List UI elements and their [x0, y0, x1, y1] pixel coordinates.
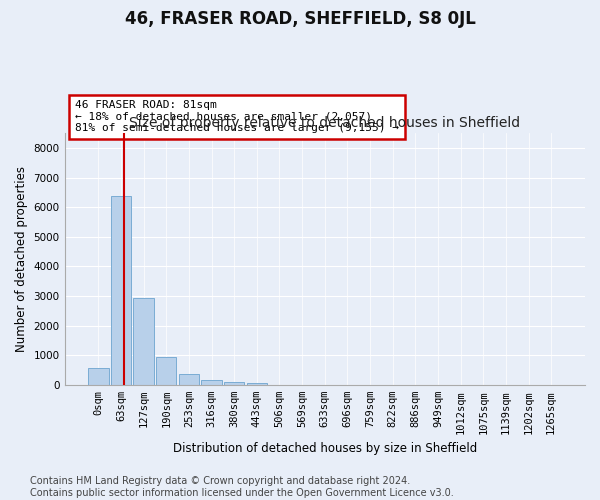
Bar: [179, 374, 199, 385]
Text: Contains HM Land Registry data © Crown copyright and database right 2024.
Contai: Contains HM Land Registry data © Crown c…: [30, 476, 454, 498]
X-axis label: Distribution of detached houses by size in Sheffield: Distribution of detached houses by size …: [173, 442, 477, 455]
Bar: [247, 383, 267, 385]
Bar: [111, 196, 131, 385]
Bar: [156, 356, 176, 385]
Bar: [133, 298, 154, 385]
Bar: [88, 368, 109, 385]
Text: 46, FRASER ROAD, SHEFFIELD, S8 0JL: 46, FRASER ROAD, SHEFFIELD, S8 0JL: [125, 10, 475, 28]
Bar: [202, 380, 222, 385]
Y-axis label: Number of detached properties: Number of detached properties: [15, 166, 28, 352]
Text: 46 FRASER ROAD: 81sqm
← 18% of detached houses are smaller (2,057)
81% of semi-d: 46 FRASER ROAD: 81sqm ← 18% of detached …: [75, 100, 399, 134]
Bar: [224, 382, 244, 385]
Title: Size of property relative to detached houses in Sheffield: Size of property relative to detached ho…: [129, 116, 520, 130]
